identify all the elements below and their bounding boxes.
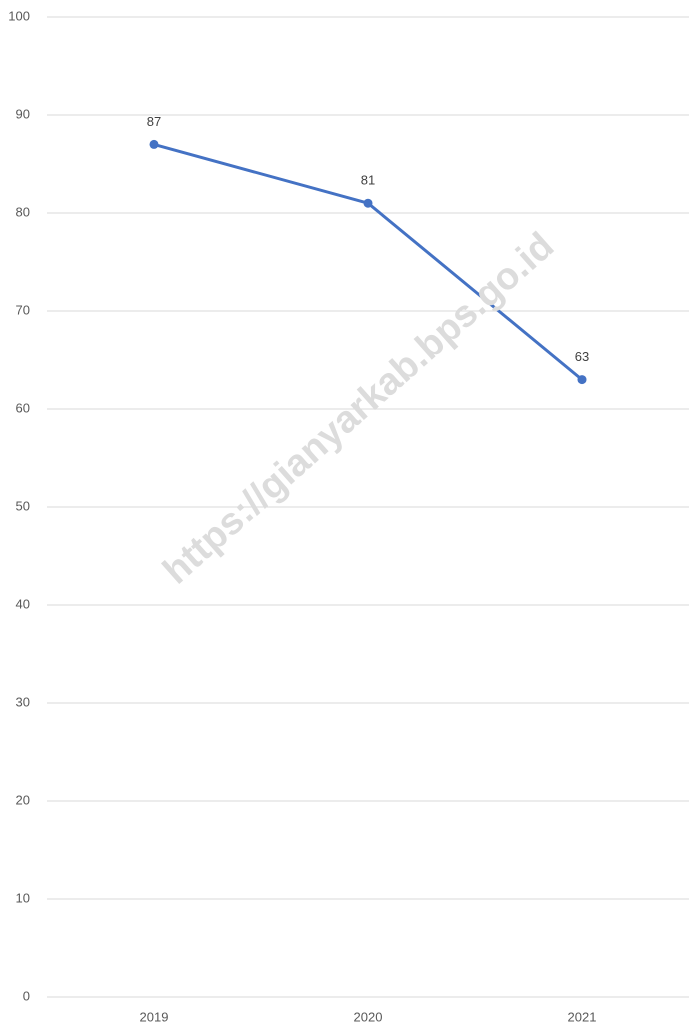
y-tick-label: 30 (16, 694, 30, 709)
x-tick-label: 2020 (354, 1009, 383, 1024)
y-tick-label: 10 (16, 890, 30, 905)
x-tick-label: 2019 (140, 1009, 169, 1024)
point (577, 375, 587, 385)
data-label: 63 (575, 349, 589, 364)
x-tick-label: 2021 (568, 1009, 597, 1024)
data-label: 87 (147, 114, 161, 129)
data-label: 81 (361, 173, 375, 188)
y-tick-label: 0 (23, 988, 30, 1003)
y-tick-label: 40 (16, 596, 30, 611)
y-tick-label: 100 (8, 8, 30, 23)
grid (47, 16, 689, 998)
y-tick-label: 80 (16, 204, 30, 219)
point (149, 139, 159, 149)
y-tick-label: 50 (16, 498, 30, 513)
y-tick-label: 90 (16, 106, 30, 121)
y-tick-label: 20 (16, 792, 30, 807)
y-tick-label: 70 (16, 302, 30, 317)
point (363, 198, 373, 208)
y-tick-label: 60 (16, 400, 30, 415)
